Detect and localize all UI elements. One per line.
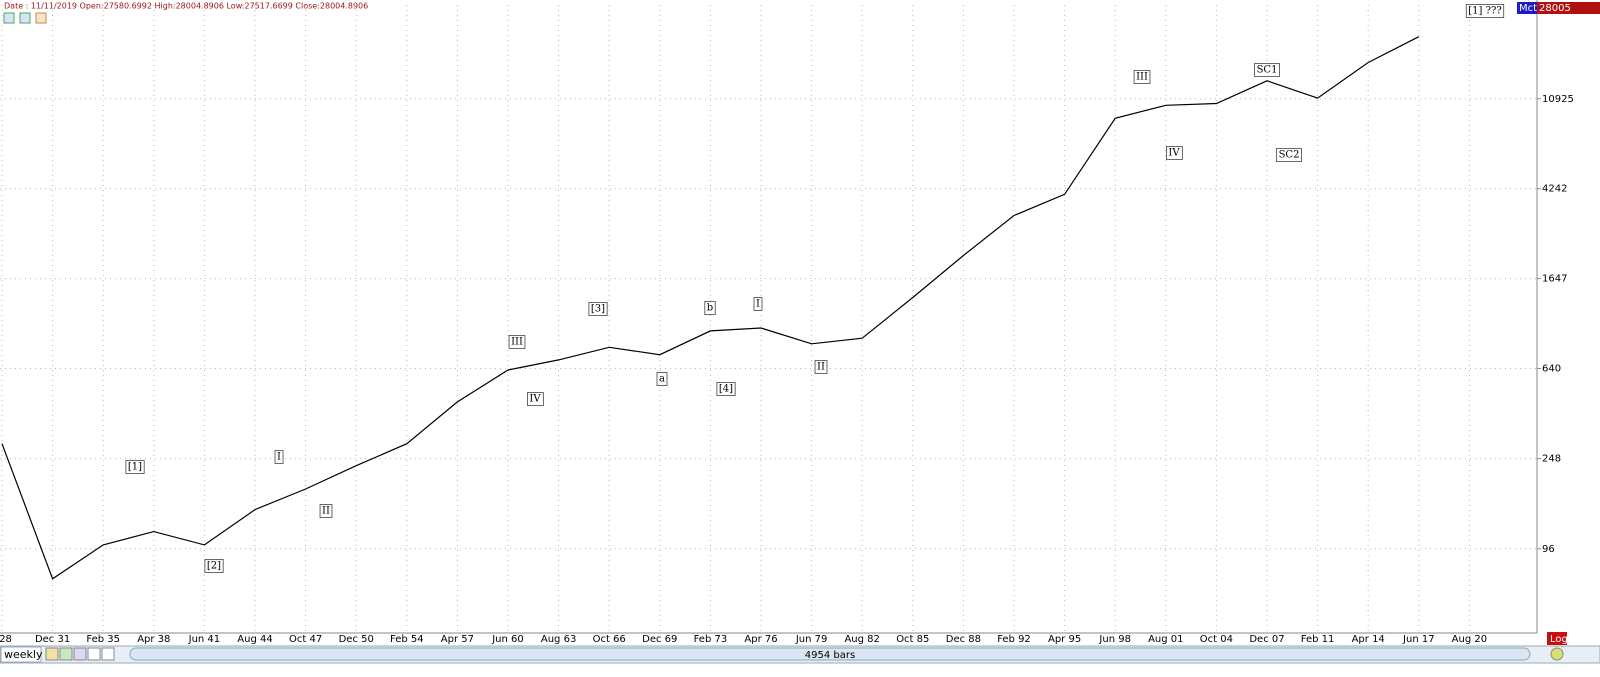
x-tick-label: Dec 50 [339, 634, 374, 645]
zoom-button[interactable] [45, 647, 59, 661]
scrollbar[interactable] [129, 647, 1531, 661]
wave-label: [2] [207, 561, 221, 572]
wave-label-box [1465, 4, 1505, 18]
wave-label: IV [529, 394, 541, 405]
x-tick-label: Jun 98 [1098, 634, 1131, 645]
price-line [1, 36, 1420, 580]
wave-label: SC1 [1257, 65, 1278, 76]
wave-label-box [1276, 148, 1302, 162]
s-button[interactable] [87, 647, 101, 661]
y-tick-label: 248 [1542, 454, 1561, 465]
x-tick-label: Jun 79 [795, 634, 828, 645]
t-button[interactable] [101, 647, 115, 661]
wave-label: [4] [719, 384, 733, 395]
x-tick-label: Aug 82 [844, 634, 879, 645]
wave-label-box [527, 392, 544, 406]
wave-label: I [277, 452, 281, 463]
wave-label-box [1166, 146, 1183, 160]
wave-label: b [707, 303, 713, 314]
wave-label: IV [1168, 148, 1180, 159]
x-tick-label: t 28 [0, 634, 12, 645]
header-info: Date : 11/11/2019 Open:27580.6992 High:2… [4, 2, 368, 11]
x-tick-label: Feb 54 [390, 634, 424, 645]
symbol-label: Mct [1519, 3, 1537, 14]
wave-label: [1] [128, 462, 142, 473]
x-tick-label: Apr 95 [1048, 634, 1081, 645]
wave-label: III [511, 337, 523, 348]
x-tick-label: Aug 20 [1452, 634, 1487, 645]
log-box[interactable] [1547, 632, 1567, 645]
wave-label-box [753, 297, 763, 311]
tool-icon[interactable] [19, 12, 31, 24]
wave-label-box [814, 360, 828, 374]
x-tick-label: Jun 60 [491, 634, 524, 645]
wave-label: II [817, 362, 825, 373]
x-tick-label: Dec 69 [642, 634, 677, 645]
wave-label-box [588, 302, 608, 316]
interval[interactable]: weekly [4, 648, 43, 661]
wave-label: [3] [591, 304, 605, 315]
bar-count: 4954 bars [805, 650, 855, 661]
wave-label: a [659, 374, 665, 385]
zoom-button[interactable] [59, 647, 73, 661]
y-tick-label: 1647 [1542, 274, 1567, 285]
wave-label-box [704, 301, 716, 315]
wave-label: [1] ??? [1468, 6, 1501, 17]
x-tick-label: Apr 57 [441, 634, 474, 645]
x-tick-label: Aug 01 [1148, 634, 1183, 645]
tool-icon[interactable] [35, 12, 47, 24]
wave-label-box [1133, 70, 1151, 84]
wave-label-box [274, 450, 284, 464]
last-price: 28005 [1539, 3, 1571, 14]
x-tick-label: Jun 41 [188, 634, 221, 645]
interval-box[interactable] [0, 646, 42, 663]
x-tick-label: Aug 44 [237, 634, 272, 645]
log-label[interactable]: Log [1550, 634, 1568, 645]
x-tick-label: Apr 76 [744, 634, 777, 645]
wave-label-box [716, 382, 736, 396]
x-tick-label: Oct 85 [896, 634, 929, 645]
wave-label: II [322, 506, 330, 517]
wave-label-box [125, 460, 145, 474]
x-tick-label: Aug 63 [541, 634, 576, 645]
wave-label-box [656, 372, 668, 386]
status-icon[interactable] [1550, 647, 1564, 661]
y-tick-label: 10925 [1542, 94, 1574, 105]
wave-label-box [319, 504, 333, 518]
x-tick-label: Feb 73 [694, 634, 728, 645]
x-tick-label: Feb 35 [86, 634, 120, 645]
y-tick-label: 96 [1542, 544, 1555, 555]
x-tick-label: Dec 07 [1249, 634, 1284, 645]
wave-label: III [1136, 72, 1148, 83]
y-tick-label: 640 [1542, 363, 1561, 374]
wave-label-box [1254, 63, 1280, 77]
x-tick-label: Feb 92 [997, 634, 1031, 645]
x-tick-label: Dec 88 [946, 634, 981, 645]
wave-label-box [204, 559, 224, 573]
x-tick-label: Oct 66 [593, 634, 626, 645]
zoom-button[interactable] [73, 647, 87, 661]
last-price-box [1537, 2, 1600, 14]
symbol-box [1517, 2, 1537, 14]
wave-label-box [508, 335, 526, 349]
wave-label: I [756, 299, 760, 310]
x-tick-label: Apr 14 [1352, 634, 1385, 645]
wave-label: SC2 [1279, 150, 1300, 161]
x-tick-label: Feb 11 [1301, 634, 1335, 645]
y-tick-label: 4242 [1542, 184, 1567, 195]
x-tick-label: Oct 47 [289, 634, 322, 645]
x-tick-label: Oct 04 [1200, 634, 1233, 645]
x-tick-label: Apr 38 [137, 634, 170, 645]
x-tick-label: Jun 17 [1402, 634, 1435, 645]
tool-icon[interactable] [3, 12, 15, 24]
x-tick-label: Dec 31 [35, 634, 70, 645]
